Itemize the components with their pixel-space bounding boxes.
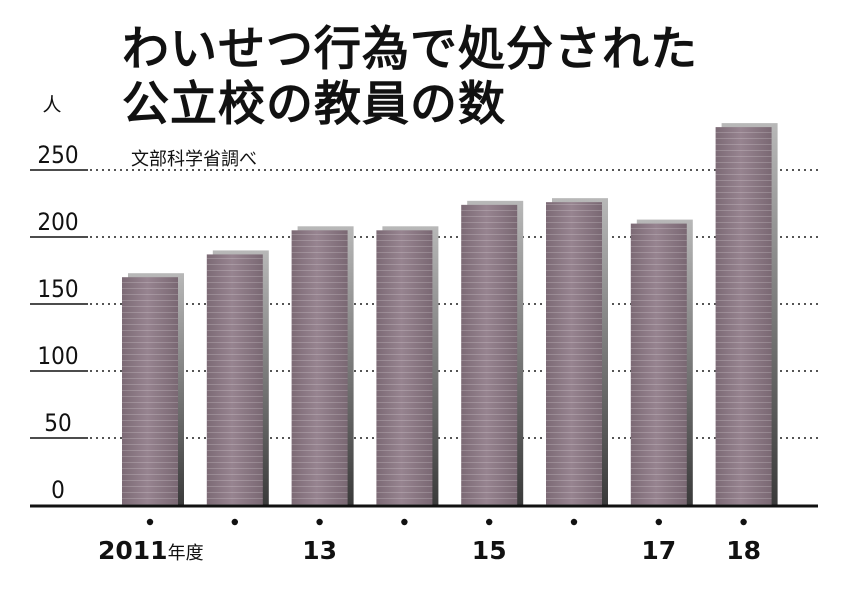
x-tick-label: 15 xyxy=(472,536,507,565)
x-tick-dot xyxy=(401,518,408,526)
bar-texture xyxy=(291,230,348,506)
x-tick-dot xyxy=(231,518,238,526)
bar xyxy=(546,198,608,505)
bar xyxy=(461,200,524,505)
y-tick-label: 250 xyxy=(37,141,78,169)
y-tick-label: 150 xyxy=(37,275,78,303)
bar-texture xyxy=(376,230,433,506)
x-tick-suffix: 年度 xyxy=(168,543,204,564)
chart-source: 文部科学省調べ xyxy=(131,149,257,170)
x-tick-dot xyxy=(316,518,323,526)
bar-texture xyxy=(546,202,602,505)
bars xyxy=(122,123,778,506)
y-tick-label: 200 xyxy=(37,208,78,236)
bar xyxy=(630,219,693,505)
bar xyxy=(206,250,269,505)
y-tick-label: 100 xyxy=(37,342,78,370)
bar-texture xyxy=(715,127,772,506)
chart-title-line-2: 公立校の教員の数 xyxy=(122,77,506,132)
x-axis-ticks: 2011年度 13 15 17 18 xyxy=(98,518,761,565)
x-tick-label: 18 xyxy=(726,536,761,565)
x-tick-label: 13 xyxy=(302,536,337,565)
bar-texture xyxy=(630,223,687,505)
bar xyxy=(715,123,778,506)
bar xyxy=(376,226,439,506)
x-tick-dot xyxy=(740,518,747,526)
bar-texture xyxy=(206,254,263,505)
y-tick-label: 50 xyxy=(44,409,71,437)
chart-title-line-1: わいせつ行為で処分された xyxy=(122,22,698,77)
x-tick-dot xyxy=(655,518,662,526)
grid-lines xyxy=(90,169,818,439)
x-tick-label: 2011年度 xyxy=(98,536,204,565)
x-tick-dot xyxy=(570,518,578,526)
y-axis-ticks: 0 50 100 150 200 250 xyxy=(30,141,88,504)
bar-texture xyxy=(122,277,178,505)
bar xyxy=(291,226,354,506)
bar xyxy=(122,273,184,505)
chart-title: わいせつ行為で処分された 公立校の教員の数 xyxy=(122,22,698,132)
x-tick-dot xyxy=(146,518,154,526)
y-axis-unit: 人 xyxy=(42,94,61,116)
bar-texture xyxy=(461,204,518,505)
x-tick-dot xyxy=(486,518,493,526)
y-tick-label: 0 xyxy=(51,476,65,504)
x-tick-label: 17 xyxy=(641,536,676,565)
